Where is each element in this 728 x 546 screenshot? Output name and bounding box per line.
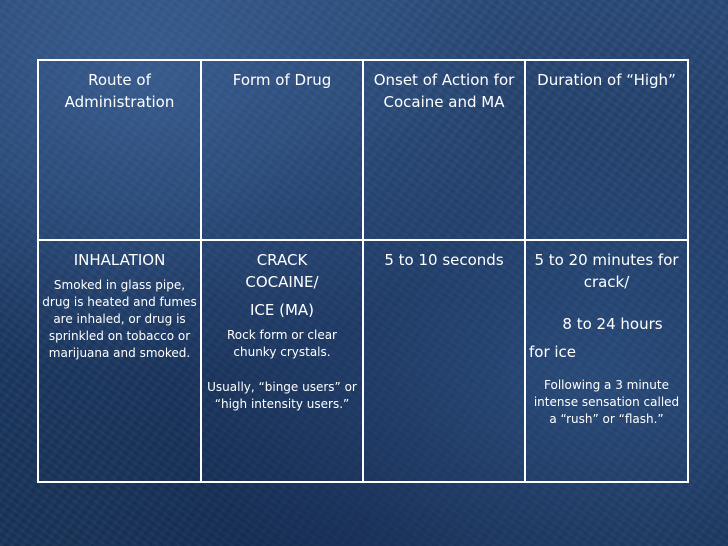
header-cell-route: Route of Administration — [39, 61, 202, 241]
form-title: CRACK COCAINE/ — [245, 251, 319, 291]
cell-route: INHALATION Smoked in glass pipe, drug is… — [39, 241, 202, 481]
header-duration: Duration of “High” — [537, 71, 676, 89]
cell-form: CRACK COCAINE/ ICE (MA) Rock form or cle… — [202, 241, 364, 481]
form-detail-appearance: Rock form or clear chunky crystals. — [227, 328, 337, 359]
route-detail: Smoked in glass pipe, drug is heated and… — [42, 278, 197, 360]
header-cell-form: Form of Drug — [202, 61, 364, 241]
cell-onset: 5 to 10 seconds — [364, 241, 526, 481]
onset-value: 5 to 10 seconds — [384, 251, 504, 269]
route-title: INHALATION — [73, 251, 166, 269]
header-onset: Onset of Action for Cocaine and MA — [373, 71, 515, 111]
header-route: Route of Administration — [64, 71, 175, 111]
header-cell-duration: Duration of “High” — [526, 61, 687, 241]
form-detail-users: Usually, “binge users” or “high intensit… — [207, 380, 357, 411]
duration-ice-hours: 8 to 24 hours — [562, 315, 663, 333]
duration-ice-label: for ice — [529, 343, 577, 361]
duration-detail: Following a 3 minute intense sensation c… — [533, 378, 680, 426]
drug-comparison-table: Route of Administration Form of Drug Ons… — [37, 59, 689, 483]
header-cell-onset: Onset of Action for Cocaine and MA — [364, 61, 526, 241]
header-form: Form of Drug — [232, 71, 332, 89]
duration-crack: 5 to 20 minutes for crack/ — [534, 251, 679, 291]
cell-duration: 5 to 20 minutes for crack/ 8 to 24 hours… — [526, 241, 687, 481]
form-subtitle: ICE (MA) — [249, 301, 315, 319]
